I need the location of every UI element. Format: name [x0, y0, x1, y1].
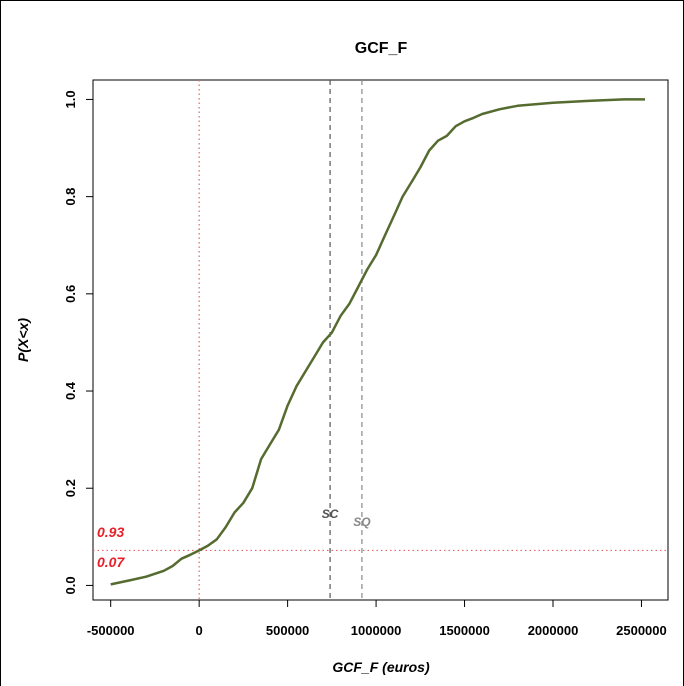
- x-tick-label-1: 0: [196, 623, 203, 638]
- x-axis: -500000 0 500000 1000000 1500000 2000000 25000…: [87, 600, 667, 638]
- x-axis-label: GCF_F (euros): [332, 659, 430, 675]
- annotation-lower-probability: 0.07: [97, 554, 125, 570]
- chart-title: GCF_F: [355, 40, 408, 57]
- reference-lines: SC SQ: [93, 80, 668, 600]
- x-tick-label-4: 1500000: [439, 623, 490, 638]
- annotation-upper-probability: 0.93: [97, 524, 124, 540]
- x-tick-label-2: 500000: [266, 623, 309, 638]
- x-tick-label-0: -500000: [87, 623, 135, 638]
- y-axis: 0.0 0.2 0.4 0.6 0.8 1.0: [63, 90, 93, 594]
- x-tick-label-5: 2000000: [528, 623, 579, 638]
- y-tick-label-0: 0.0: [63, 576, 78, 594]
- reference-label-sq: SQ: [353, 515, 371, 529]
- y-tick-label-1: 0.2: [63, 479, 78, 497]
- plot-area-border: [92, 79, 669, 601]
- reference-label-sc: SC: [322, 507, 339, 521]
- y-tick-label-3: 0.6: [63, 285, 78, 303]
- y-axis-label: P(X<x): [15, 318, 31, 362]
- y-tick-label-2: 0.4: [63, 381, 78, 400]
- y-tick-label-4: 0.8: [63, 188, 78, 206]
- y-tick-label-5: 1.0: [63, 90, 78, 108]
- x-tick-label-3: 1000000: [351, 623, 402, 638]
- cdf-series-line: [110, 98, 645, 586]
- x-tick-label-6: 2500000: [616, 623, 667, 638]
